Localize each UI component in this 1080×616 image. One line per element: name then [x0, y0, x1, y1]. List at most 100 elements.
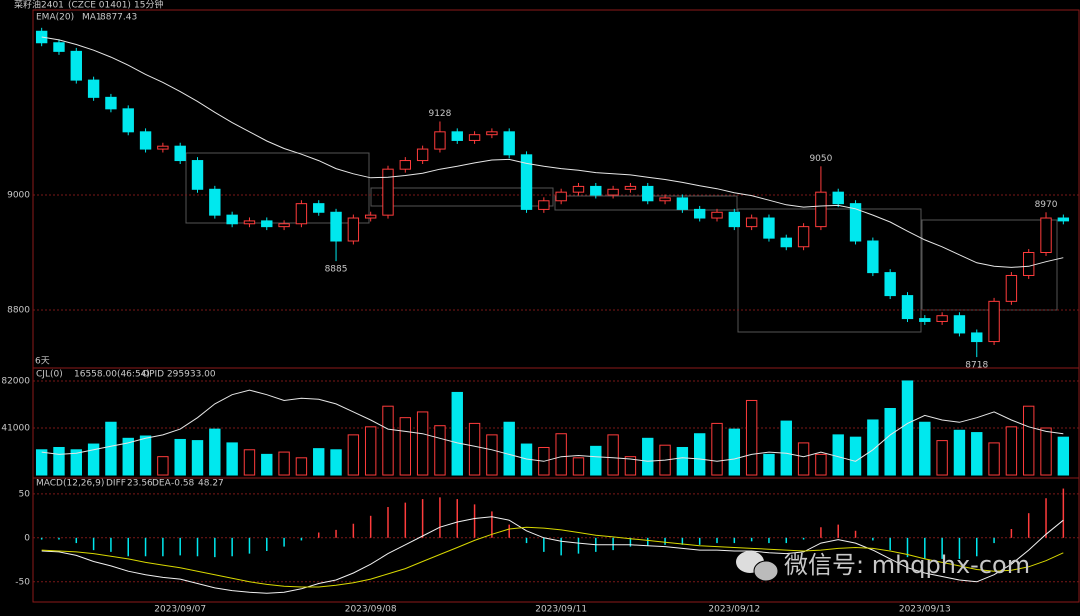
line [41, 526, 1064, 588]
volume-bar [1005, 426, 1018, 476]
volume-bar [780, 420, 792, 476]
candle-body [624, 185, 637, 190]
volume-bar [191, 440, 204, 476]
range-box [185, 152, 370, 224]
candle-body [70, 50, 82, 81]
range-box [370, 187, 554, 207]
series-value: -0.58 [171, 479, 195, 489]
readout: OPID 295933.00 [142, 370, 216, 380]
candle-body [122, 108, 134, 133]
price-annotation: 8718 [965, 361, 988, 371]
volume-bar [503, 421, 515, 476]
volume-bar [347, 434, 360, 476]
candle-body [87, 79, 100, 98]
header: 菜籽油2401 (CZCE 01401) 15分钟 [14, 0, 163, 11]
price-annotation: 8885 [325, 265, 348, 275]
volume-bar [555, 433, 567, 476]
volume-bar [364, 426, 377, 476]
candle-body [295, 203, 308, 225]
y-tick-label: 9000 [7, 191, 30, 201]
y-tick-label: 82000 [1, 376, 30, 386]
candle-body [157, 145, 169, 150]
volume-bar [728, 428, 741, 476]
candle-body [330, 211, 342, 242]
candle-body [399, 160, 412, 170]
y-tick-label: 0 [24, 533, 30, 543]
candle-body [745, 217, 758, 228]
candle-body [261, 220, 273, 228]
volume-bar [607, 434, 619, 476]
volume-bar [451, 391, 463, 476]
indicator-label: MACD(12,26,9) [36, 479, 104, 489]
candle-body [988, 300, 1000, 343]
series-value: 48.27 [198, 479, 224, 489]
candle-body [1023, 251, 1035, 276]
candle-body [572, 185, 585, 193]
line [41, 516, 1064, 594]
range-box [737, 208, 922, 333]
volume-bar [763, 453, 775, 476]
volume-bar [745, 399, 758, 476]
volume-bar [624, 456, 637, 476]
volume-bar [174, 438, 186, 476]
wechat-icon [753, 560, 779, 582]
volume-bar [988, 442, 1000, 476]
volume-bar [35, 449, 48, 476]
volume-bar [572, 457, 585, 476]
indicator-label: CJL(0) [36, 370, 63, 380]
x-tick-label: 2023/09/08 [345, 605, 397, 615]
volume-bar [936, 440, 948, 476]
volume-bar [884, 407, 896, 476]
volume-bar [105, 421, 117, 476]
period: 15分钟 [134, 0, 163, 11]
volume-bar [849, 436, 862, 476]
volume-bar [676, 446, 689, 476]
candle-body [1040, 217, 1052, 253]
volume-bar [382, 405, 394, 476]
volume-bar [642, 437, 654, 476]
readout: 16558.00(46:54) [74, 370, 150, 380]
candle-body [520, 154, 533, 210]
candle-body [953, 315, 966, 334]
candle-body [676, 197, 689, 210]
candle-body [849, 203, 862, 242]
series-value: 8877.43 [100, 13, 137, 23]
watermark: 微信号: mhqphx-com [736, 551, 1030, 582]
volume-bar [399, 417, 412, 476]
price-annotation: 9128 [428, 109, 451, 119]
candle-body [711, 211, 723, 219]
candle-body [434, 131, 446, 150]
volume-bar [261, 453, 273, 476]
volume-bar [919, 421, 931, 476]
y-tick-label: 41000 [1, 423, 30, 433]
volume-bar [486, 434, 498, 476]
x-tick-label: 2023/09/11 [535, 605, 587, 615]
candle-body [936, 315, 948, 322]
x-tick-label: 2023/09/12 [708, 605, 760, 615]
candle-body [693, 208, 706, 219]
candle-body [243, 220, 256, 225]
candle-body [607, 188, 619, 196]
volume-bar [313, 448, 325, 476]
candle-body [780, 237, 792, 248]
candle-body [313, 203, 325, 213]
volume-bar [953, 429, 966, 476]
volume-bar [590, 445, 602, 476]
volume-bar [243, 449, 256, 476]
volume-bar [157, 456, 169, 476]
symbol: 菜籽油2401 [14, 0, 64, 11]
candle-body [642, 185, 654, 202]
volume-bar [122, 437, 134, 476]
series-value: 23.56 [127, 479, 153, 489]
y-tick-label: -50 [15, 577, 30, 587]
candle-body [901, 295, 914, 320]
price-annotation: 9050 [809, 154, 832, 164]
volume-bar [139, 435, 152, 476]
candle-body [226, 214, 238, 225]
candle-body [468, 134, 481, 141]
y-tick-label: 50 [19, 489, 31, 499]
candle-body [503, 131, 515, 156]
series-name: DIFF [106, 479, 126, 489]
candle-body [763, 217, 775, 239]
